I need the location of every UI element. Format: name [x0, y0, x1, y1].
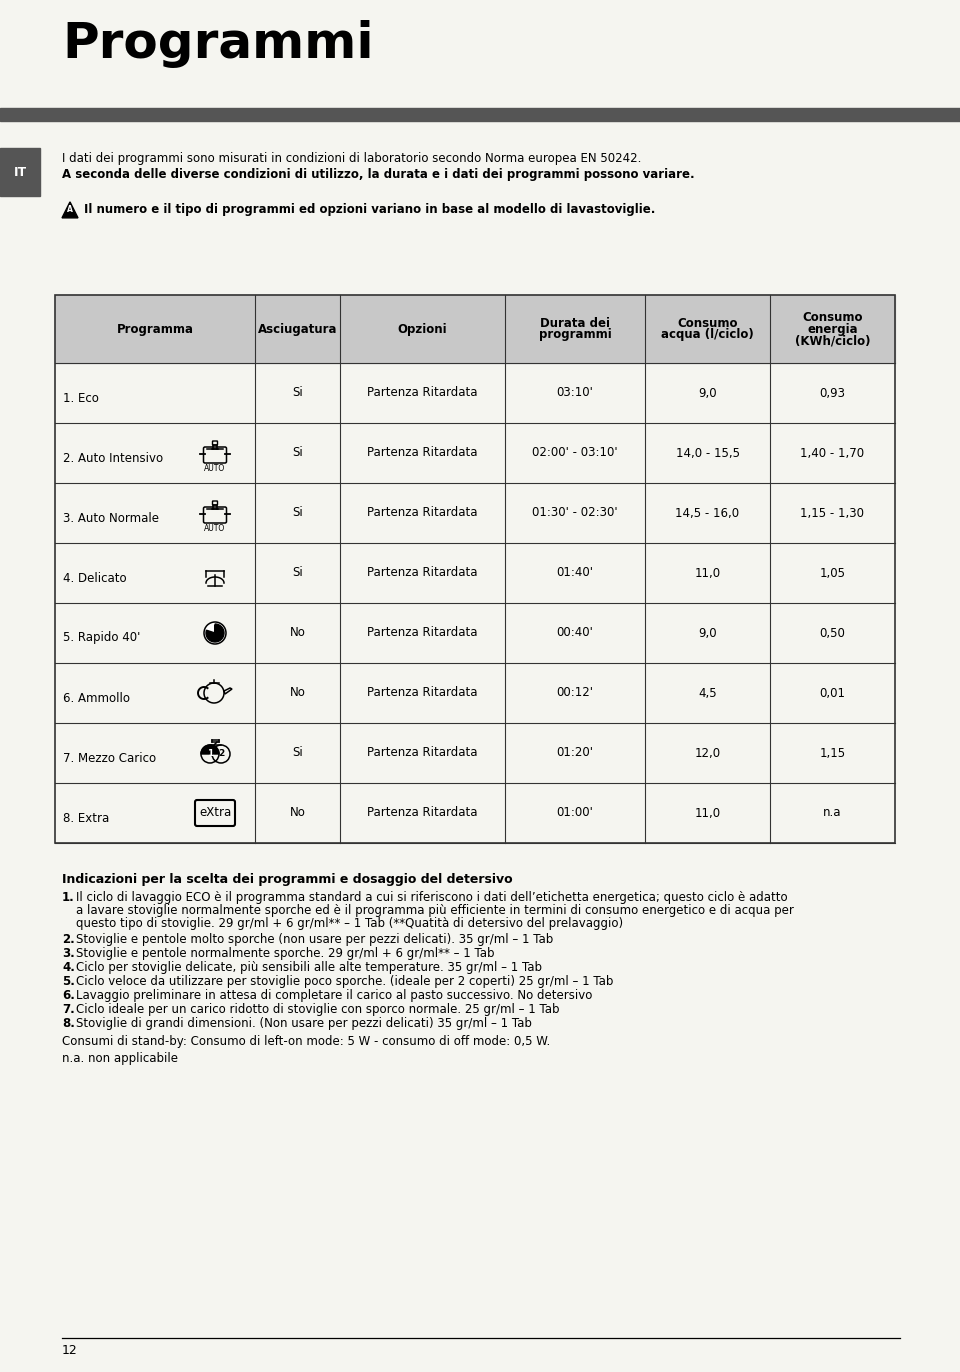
Text: 2. Auto Intensivo: 2. Auto Intensivo: [63, 451, 163, 465]
Text: 4. Delicato: 4. Delicato: [63, 572, 127, 584]
Polygon shape: [62, 202, 78, 218]
Text: programmi: programmi: [539, 328, 612, 342]
Polygon shape: [206, 624, 224, 642]
Text: 01:00': 01:00': [557, 807, 593, 819]
Text: Stoviglie e pentole molto sporche (non usare per pezzi delicati). 35 gr/ml – 1 T: Stoviglie e pentole molto sporche (non u…: [76, 933, 553, 947]
Text: 1,15: 1,15: [820, 746, 846, 760]
Bar: [55, 295, 895, 842]
Text: 14,0 - 15,5: 14,0 - 15,5: [676, 446, 739, 460]
Text: 00:12': 00:12': [557, 686, 593, 700]
Text: Il ciclo di lavaggio ECO è il programma standard a cui si riferiscono i dati del: Il ciclo di lavaggio ECO è il programma …: [76, 890, 787, 904]
Text: Lavaggio preliminare in attesa di completare il carico al pasto successivo. No d: Lavaggio preliminare in attesa di comple…: [76, 989, 592, 1002]
Text: 12: 12: [62, 1345, 78, 1357]
Text: n.a: n.a: [824, 807, 842, 819]
Text: Opzioni: Opzioni: [397, 322, 447, 336]
Text: 3.: 3.: [62, 947, 75, 960]
Text: 6. Ammollo: 6. Ammollo: [63, 691, 130, 704]
Text: 1. Eco: 1. Eco: [63, 391, 99, 405]
Text: Partenza Ritardata: Partenza Ritardata: [368, 746, 478, 760]
Text: 02:00' - 03:10': 02:00' - 03:10': [532, 446, 618, 460]
Text: 3. Auto Normale: 3. Auto Normale: [63, 512, 159, 524]
Text: Il numero e il tipo di programmi ed opzioni variano in base al modello di lavast: Il numero e il tipo di programmi ed opzi…: [84, 203, 656, 215]
Text: Consumo: Consumo: [677, 317, 737, 329]
Text: Stoviglie di grandi dimensioni. (Non usare per pezzi delicati) 35 gr/ml – 1 Tab: Stoviglie di grandi dimensioni. (Non usa…: [76, 1017, 532, 1030]
Text: Si: Si: [292, 506, 302, 520]
Text: 01:30' - 02:30': 01:30' - 02:30': [532, 506, 618, 520]
Text: 2.: 2.: [62, 933, 75, 947]
Bar: [55, 295, 895, 364]
Text: Partenza Ritardata: Partenza Ritardata: [368, 686, 478, 700]
Text: AUTO: AUTO: [204, 524, 226, 532]
Text: Indicazioni per la scelta dei programmi e dosaggio del detersivo: Indicazioni per la scelta dei programmi …: [62, 873, 513, 886]
Text: 5.: 5.: [62, 975, 75, 988]
Text: 1,15 - 1,30: 1,15 - 1,30: [801, 506, 865, 520]
Text: A: A: [67, 204, 73, 214]
Text: No: No: [290, 627, 305, 639]
Text: A seconda delle diverse condizioni di utilizzo, la durata e i dati dei programmi: A seconda delle diverse condizioni di ut…: [62, 167, 695, 181]
Text: Ciclo per stoviglie delicate, più sensibili alle alte temperature. 35 gr/ml – 1 : Ciclo per stoviglie delicate, più sensib…: [76, 960, 542, 974]
Text: 01:40': 01:40': [557, 567, 593, 579]
Text: n.a. non applicabile: n.a. non applicabile: [62, 1052, 178, 1065]
Text: Si: Si: [292, 446, 302, 460]
Text: acqua (l/ciclo): acqua (l/ciclo): [661, 328, 754, 342]
Text: 2: 2: [218, 749, 224, 759]
Text: Partenza Ritardata: Partenza Ritardata: [368, 567, 478, 579]
Text: Si: Si: [292, 746, 302, 760]
Bar: [0, 148, 40, 196]
Text: 1.: 1.: [62, 890, 75, 904]
Text: Consumo: Consumo: [803, 311, 863, 324]
Text: questo tipo di stoviglie. 29 gr/ml + 6 gr/ml** – 1 Tab (**Quatità di detersivo d: questo tipo di stoviglie. 29 gr/ml + 6 g…: [76, 916, 623, 930]
Text: energia: energia: [807, 322, 858, 336]
Text: 12,0: 12,0: [694, 746, 721, 760]
Text: Partenza Ritardata: Partenza Ritardata: [368, 387, 478, 399]
Text: 0,01: 0,01: [820, 686, 846, 700]
Text: Programma: Programma: [116, 322, 194, 336]
Text: 9,0: 9,0: [698, 627, 717, 639]
Text: 0,50: 0,50: [820, 627, 846, 639]
Text: IT: IT: [13, 166, 27, 178]
Text: Consumi di stand-by: Consumo di left-on mode: 5 W - consumo di off mode: 0,5 W.: Consumi di stand-by: Consumo di left-on …: [62, 1034, 550, 1048]
Text: Asciugatura: Asciugatura: [257, 322, 337, 336]
Text: AUTO: AUTO: [204, 464, 226, 473]
Text: a lavare stoviglie normalmente sporche ed è il programma più efficiente in termi: a lavare stoviglie normalmente sporche e…: [76, 904, 794, 916]
Text: Partenza Ritardata: Partenza Ritardata: [368, 506, 478, 520]
Text: 01:20': 01:20': [557, 746, 593, 760]
Text: 8.: 8.: [62, 1017, 75, 1030]
Text: Si: Si: [292, 387, 302, 399]
Circle shape: [204, 622, 226, 643]
Text: Programmi: Programmi: [62, 21, 373, 69]
Text: 0,93: 0,93: [820, 387, 846, 399]
Text: 11,0: 11,0: [694, 567, 721, 579]
Bar: [0, 108, 960, 121]
Text: 1: 1: [206, 749, 213, 759]
Text: eXtra: eXtra: [199, 807, 231, 819]
Text: Partenza Ritardata: Partenza Ritardata: [368, 446, 478, 460]
Text: 14,5 - 16,0: 14,5 - 16,0: [676, 506, 739, 520]
Text: 03:10': 03:10': [557, 387, 593, 399]
Text: 7. Mezzo Carico: 7. Mezzo Carico: [63, 752, 156, 764]
Polygon shape: [201, 745, 219, 755]
Text: 1,05: 1,05: [820, 567, 846, 579]
Text: 4,5: 4,5: [698, 686, 717, 700]
Text: No: No: [290, 807, 305, 819]
Text: I dati dei programmi sono misurati in condizioni di laboratorio secondo Norma eu: I dati dei programmi sono misurati in co…: [62, 152, 641, 165]
Text: 00:40': 00:40': [557, 627, 593, 639]
Text: 1,40 - 1,70: 1,40 - 1,70: [801, 446, 865, 460]
Text: Durata dei: Durata dei: [540, 317, 610, 329]
Text: Si: Si: [292, 567, 302, 579]
Text: (KWh/ciclo): (KWh/ciclo): [795, 333, 871, 347]
Text: 4.: 4.: [62, 960, 75, 974]
Text: 5. Rapido 40': 5. Rapido 40': [63, 631, 140, 645]
Text: No: No: [290, 686, 305, 700]
Text: Ciclo veloce da utilizzare per stoviglie poco sporche. (ideale per 2 coperti) 25: Ciclo veloce da utilizzare per stoviglie…: [76, 975, 613, 988]
Text: 9,0: 9,0: [698, 387, 717, 399]
Text: 8. Extra: 8. Extra: [63, 811, 109, 825]
Text: Partenza Ritardata: Partenza Ritardata: [368, 807, 478, 819]
Text: Ciclo ideale per un carico ridotto di stoviglie con sporco normale. 25 gr/ml – 1: Ciclo ideale per un carico ridotto di st…: [76, 1003, 560, 1017]
Text: 11,0: 11,0: [694, 807, 721, 819]
Text: 7.: 7.: [62, 1003, 75, 1017]
Text: Stoviglie e pentole normalmente sporche. 29 gr/ml + 6 gr/ml** – 1 Tab: Stoviglie e pentole normalmente sporche.…: [76, 947, 494, 960]
Text: Partenza Ritardata: Partenza Ritardata: [368, 627, 478, 639]
Text: 6.: 6.: [62, 989, 75, 1002]
